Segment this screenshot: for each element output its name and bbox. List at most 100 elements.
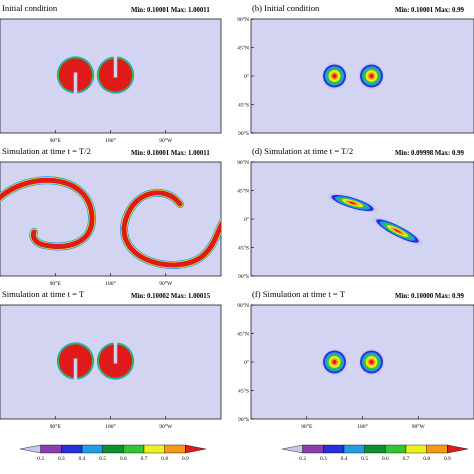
panel-c: Simulation at time t = T/2 Min: 0.10001 M… — [0, 146, 222, 287]
colorbar-label: 0.5 — [361, 456, 368, 462]
y-tick-label: 90°N — [237, 16, 249, 23]
panel-stats: Min: 0.09998 Max: 0.99 — [395, 150, 465, 157]
filament-core — [121, 190, 221, 268]
colorbar-label: 0.8 — [161, 456, 168, 462]
colorbar-box — [343, 444, 365, 454]
panel-b: (b) Initial condition Min: 0.10001 Max: 0… — [237, 3, 474, 137]
colorbar-box — [405, 444, 427, 454]
field — [56, 342, 135, 380]
colorbar-label: 0.3 — [58, 456, 65, 462]
x-tick-label: 90°E — [50, 137, 62, 144]
panel-a: Initial condition Min: 0.10001 Max: 1.000… — [0, 3, 222, 144]
colorbar-box — [81, 444, 103, 454]
y-tick-label: 0° — [244, 216, 249, 223]
colorbar-label: 0.8 — [423, 456, 430, 462]
y-tick-label: 45°S — [238, 388, 249, 395]
colorbar: 0.2 0.3 0.4 0.5 0.6 0.7 0.8 0.9 — [19, 444, 207, 462]
bell-ring — [332, 73, 337, 79]
colorbar-box — [164, 444, 186, 454]
y-tick-label: 45°S — [238, 245, 249, 252]
x-tick-label: 90°W — [159, 280, 173, 287]
colorbar-box — [61, 444, 83, 454]
colorbar-label: 0.4 — [341, 456, 348, 462]
colorbar-label: 0.9 — [444, 456, 451, 462]
x-tick-label: 180° — [357, 423, 368, 430]
panel-title: (f) Simulation at time t = T — [252, 289, 346, 299]
filament-core — [0, 177, 95, 249]
cylinder-core — [98, 58, 133, 92]
colorbar-box — [143, 444, 165, 454]
x-tick-label: 180° — [105, 280, 116, 287]
colorbar-box — [40, 444, 62, 454]
x-tick-label: 180° — [105, 423, 116, 430]
plot-area — [250, 161, 474, 277]
bell-ring — [369, 359, 374, 365]
stretched-bell-ring — [393, 229, 402, 233]
cylinder-core — [58, 344, 93, 378]
y-tick-label: 90°S — [238, 273, 249, 280]
x-tick-label: 90°E — [50, 280, 62, 287]
colorbar-label: 0.5 — [99, 456, 106, 462]
x-tick-label: 180° — [105, 137, 116, 144]
x-tick-label: 90°W — [159, 423, 173, 430]
y-tick-label: 0° — [244, 73, 249, 80]
colorbar-box — [302, 444, 324, 454]
panel-title: Simulation at time t = T/2 — [2, 146, 91, 156]
y-tick-label: 90°N — [237, 159, 249, 166]
y-tick-label: 45°S — [238, 102, 249, 109]
colorbar-label: 0.4 — [79, 456, 86, 462]
panel-d: (d) Simulation at time t = T/2 Min: 0.099… — [237, 146, 474, 280]
colorbar-box — [447, 444, 469, 454]
panel-stats: Min: 0.10001 Max: 0.99 — [395, 7, 465, 14]
colorbar-label: 0.3 — [320, 456, 327, 462]
x-tick-label: 90°W — [412, 423, 426, 430]
field — [321, 349, 385, 375]
x-tick-label: 90°E — [301, 423, 313, 430]
colorbar-box — [185, 444, 207, 454]
panel-e: Simulation at time t = T Min: 0.10002 Max… — [0, 289, 222, 430]
colorbar-box — [364, 444, 386, 454]
y-tick-label: 90°S — [238, 130, 249, 137]
bell-ring — [369, 73, 374, 79]
colorbar-box — [102, 444, 124, 454]
y-tick-label: 45°N — [237, 188, 249, 195]
colorbar-label: 0.7 — [403, 456, 410, 462]
colorbar-box — [426, 444, 448, 454]
field — [0, 176, 221, 269]
y-tick-label: 45°N — [237, 331, 249, 338]
y-tick-label: 45°N — [237, 45, 249, 52]
colorbar-label: 0.2 — [299, 456, 306, 462]
colorbar-label: 0.6 — [382, 456, 389, 462]
panel-stats: Min: 0.10001 Max: 1.00011 — [131, 150, 210, 157]
y-tick-label: 0° — [244, 359, 249, 366]
colorbar: 0.2 0.3 0.4 0.5 0.6 0.7 0.8 0.9 — [281, 444, 469, 462]
y-tick-label: 90°N — [237, 302, 249, 309]
x-tick-label: 90°E — [50, 423, 62, 430]
panel-f: (f) Simulation at time t = T Min: 0.10000… — [237, 289, 474, 430]
panel-title: Initial condition — [2, 3, 58, 13]
panel-stats: Min: 0.10002 Max: 1.00015 — [131, 293, 211, 300]
panel-title: (b) Initial condition — [252, 3, 320, 13]
colorbar-box — [123, 444, 145, 454]
colorbar-box — [19, 444, 41, 454]
field — [327, 193, 423, 245]
cylinder-core — [58, 58, 93, 92]
x-tick-label: 90°W — [159, 137, 173, 144]
cylinder-core — [98, 344, 133, 378]
colorbar-box — [385, 444, 407, 454]
colorbar-label: 0.9 — [182, 456, 189, 462]
field — [56, 56, 135, 94]
colorbar-label: 0.2 — [37, 456, 44, 462]
field — [321, 63, 385, 89]
colorbar-label: 0.6 — [120, 456, 127, 462]
bell-ring — [332, 359, 337, 365]
y-tick-label: 90°S — [238, 416, 249, 423]
colorbar-box — [323, 444, 345, 454]
panel-stats: Min: 0.10001 Max: 1.00011 — [131, 7, 210, 14]
panel-title: Simulation at time t = T — [2, 289, 85, 299]
panel-stats: Min: 0.10000 Max: 0.99 — [395, 293, 465, 300]
colorbar-box — [281, 444, 303, 454]
colorbar-label: 0.7 — [141, 456, 148, 462]
stretched-bell-ring — [349, 201, 356, 205]
